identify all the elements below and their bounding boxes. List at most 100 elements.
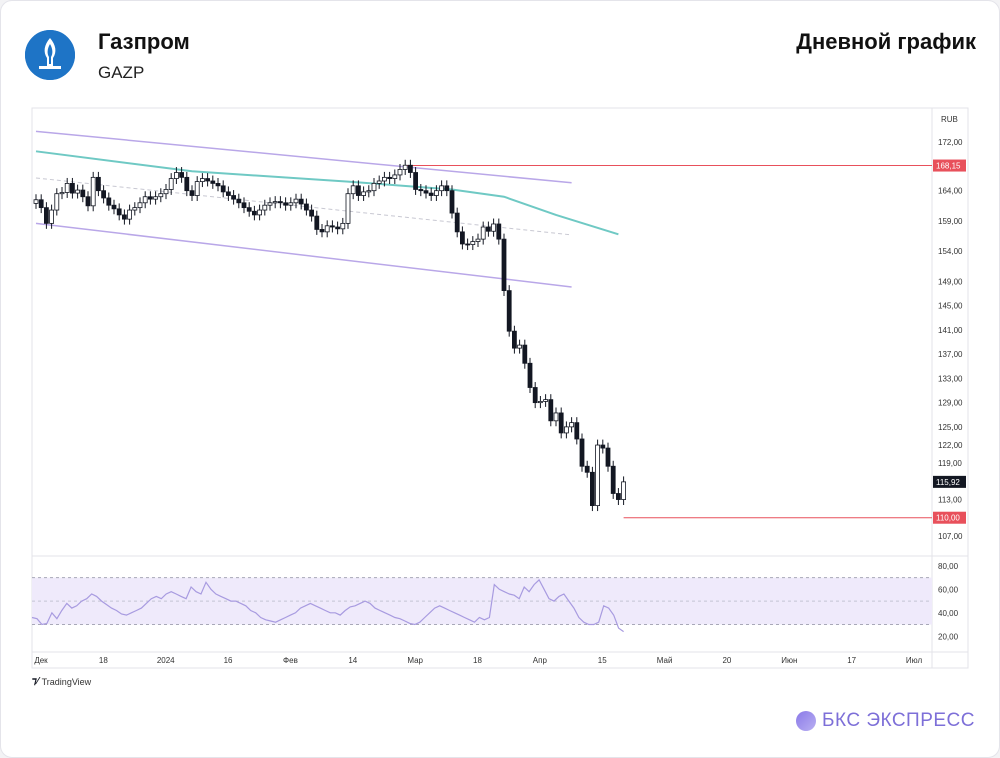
candle-body xyxy=(512,330,517,349)
time-tick-label: Фев xyxy=(283,656,298,665)
candle-body xyxy=(621,481,626,500)
rsi-tick-label: 20,00 xyxy=(938,632,959,641)
candle-body xyxy=(433,190,439,196)
candle-body xyxy=(610,465,616,494)
chart-title: Дневной график xyxy=(796,29,976,54)
candle-body xyxy=(600,444,606,449)
rsi-tick-label: 80,00 xyxy=(938,562,959,571)
candle-body xyxy=(501,238,507,292)
rsi-line xyxy=(31,578,624,633)
candle-body xyxy=(413,172,419,190)
rsi-tick-label: 40,00 xyxy=(938,609,959,618)
candle-body xyxy=(340,222,346,230)
candle-body xyxy=(163,189,169,195)
price-tick-label: 137,00 xyxy=(938,350,963,359)
candle-body xyxy=(314,215,320,230)
candle-body xyxy=(527,362,533,388)
candle-body xyxy=(64,183,70,193)
bcs-express-logo-icon xyxy=(796,711,816,731)
price-tick-label: 172,00 xyxy=(938,138,963,147)
candle-body xyxy=(184,176,190,192)
candle-body xyxy=(366,190,372,193)
candle-body xyxy=(506,290,512,332)
tradingview-label: TradingView xyxy=(41,676,92,687)
candle-body xyxy=(80,189,86,198)
candle-body xyxy=(90,176,96,207)
candle-body xyxy=(387,176,393,179)
candle-body xyxy=(179,172,185,178)
candle-body xyxy=(350,185,356,195)
candle-body xyxy=(449,190,455,214)
resistance-price-badge xyxy=(933,159,966,172)
candle-body xyxy=(553,412,559,422)
candle-body xyxy=(459,231,465,245)
candle-body xyxy=(454,212,460,233)
candle-body xyxy=(569,422,574,428)
candle-body xyxy=(54,193,60,211)
low-price-label: 110,00 xyxy=(936,514,960,523)
time-tick-label: 18 xyxy=(473,656,482,665)
price-tick-label: 122,00 xyxy=(938,441,963,450)
candle-body xyxy=(616,493,621,500)
price-tick-label: 125,00 xyxy=(938,423,963,432)
candle-body xyxy=(558,412,564,434)
candle-body xyxy=(439,185,445,192)
time-tick-label: 18 xyxy=(99,656,108,665)
candle-body xyxy=(210,180,216,184)
price-tick-label: 154,00 xyxy=(938,247,963,256)
rsi-axis: 80,00 60,00 40,00 20,00 xyxy=(938,562,959,641)
channel-lower-line xyxy=(35,222,572,288)
candle-body xyxy=(246,207,252,212)
candle-body xyxy=(189,190,195,196)
candle-body xyxy=(116,208,122,216)
candle-body xyxy=(574,422,580,440)
time-axis: Дек 18 2024 16 Фев 14 Мар 18 Апр 15 Май 20 Июн 17 Июл xyxy=(34,656,922,665)
candle-body xyxy=(324,225,330,233)
candle-body xyxy=(335,226,341,230)
candle-body xyxy=(428,192,434,196)
candle-body xyxy=(298,198,304,205)
candle-body xyxy=(199,178,205,182)
gazprom-logo-icon xyxy=(25,30,75,80)
candle-body xyxy=(376,180,382,184)
candle-body xyxy=(262,204,268,211)
candle-body xyxy=(475,238,481,242)
candle-body xyxy=(309,209,315,217)
time-tick-label: 17 xyxy=(847,656,856,665)
time-tick-label: 15 xyxy=(598,656,607,665)
ticker-symbol: GAZP xyxy=(98,63,145,82)
candle-body xyxy=(49,209,54,224)
tradingview-attribution[interactable]: ⁊⁄ TradingView xyxy=(32,676,91,687)
brand-name: БКС ЭКСПРЕСС xyxy=(822,710,975,731)
time-tick-label: Июл xyxy=(906,656,923,665)
price-tick-label: 119,00 xyxy=(938,459,962,468)
candle-body xyxy=(277,201,283,204)
time-tick-label: 16 xyxy=(224,656,233,665)
candle-body xyxy=(579,438,585,467)
channel-middle-line xyxy=(35,177,572,236)
candle-body xyxy=(470,241,476,245)
candle-body xyxy=(38,199,44,209)
candle-body xyxy=(267,202,273,206)
candle-body xyxy=(584,465,590,473)
candle-body xyxy=(231,195,237,200)
candle-body xyxy=(257,209,263,216)
candle-body xyxy=(465,243,471,246)
candle-body xyxy=(158,193,164,198)
candle-body xyxy=(485,226,491,232)
brand-logo[interactable]: БКС ЭКСПРЕСС xyxy=(796,710,975,732)
rsi-tick-label: 60,00 xyxy=(938,585,959,594)
candle-body xyxy=(142,196,148,204)
candle-body xyxy=(407,164,413,173)
time-tick-label: Дек xyxy=(34,656,48,665)
price-tick-label: 145,00 xyxy=(938,302,963,311)
last-price-badge xyxy=(933,475,966,488)
candle-body xyxy=(215,183,221,187)
candle-body xyxy=(122,214,127,220)
candle-body xyxy=(132,207,138,211)
chart-frame xyxy=(31,107,969,669)
candle-body xyxy=(70,183,75,194)
candle-body xyxy=(220,185,226,193)
